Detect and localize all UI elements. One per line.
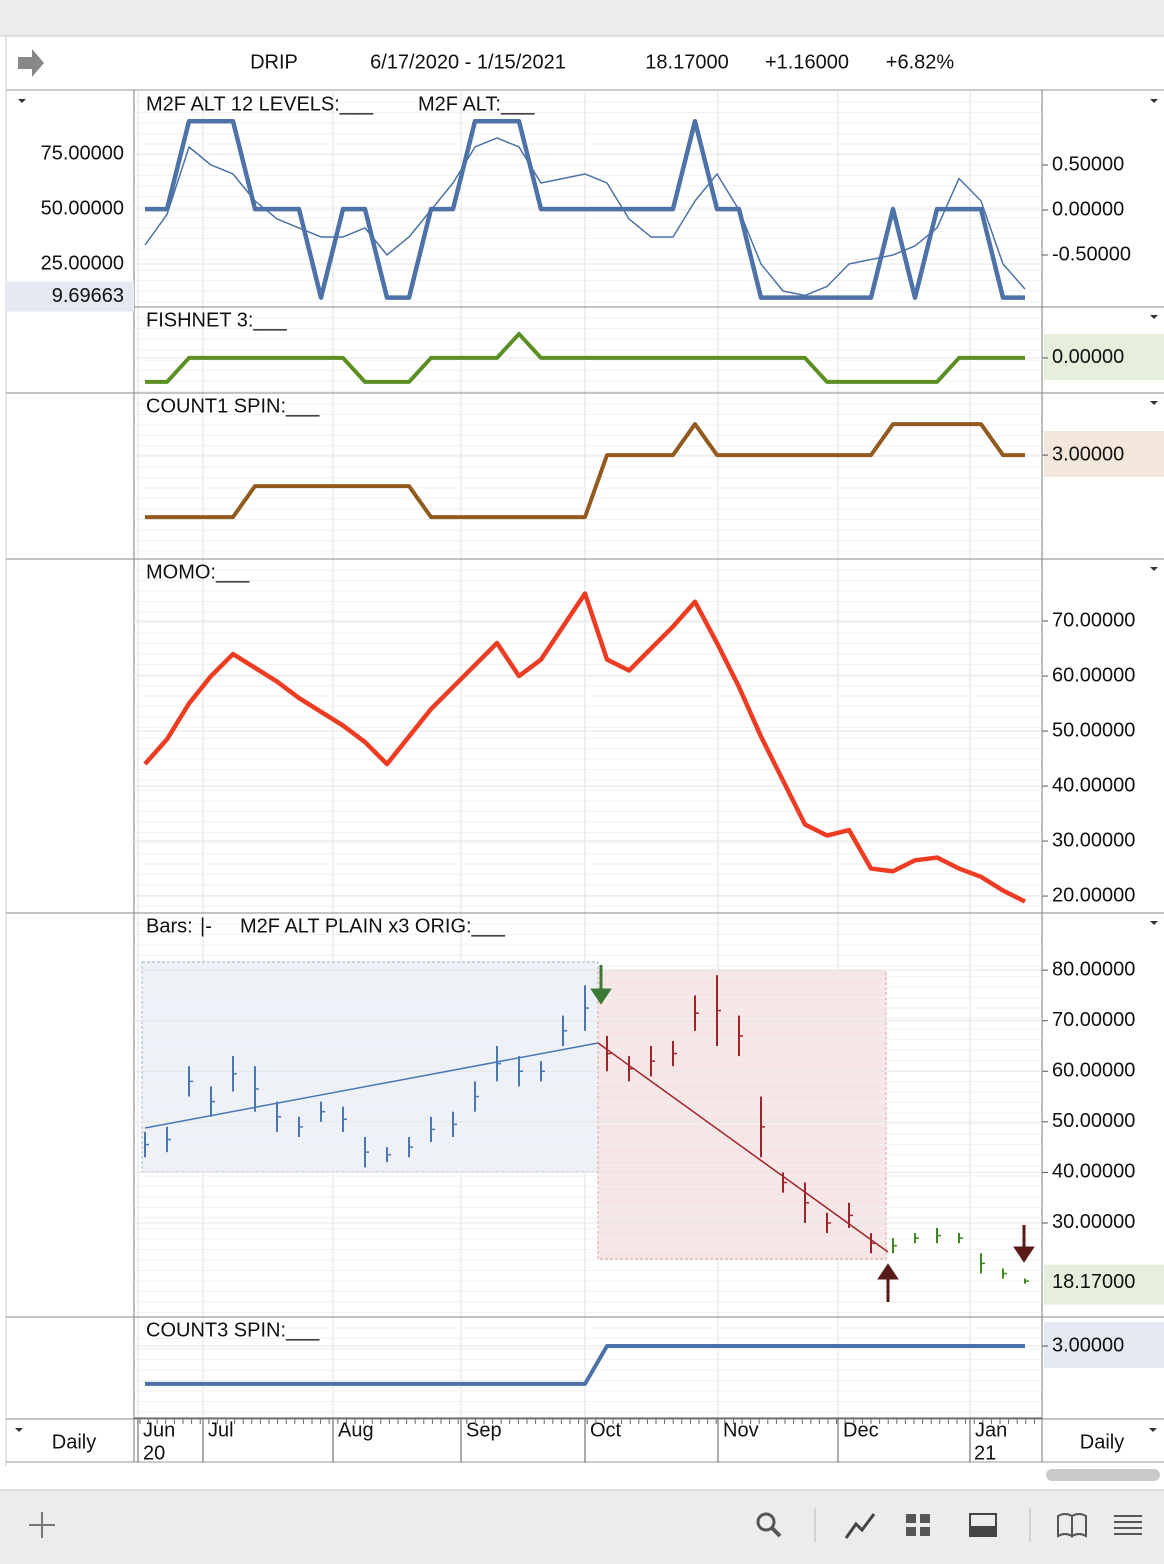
legend-entry: COUNT3 SPIN:___ bbox=[146, 1319, 320, 1341]
value-box bbox=[6, 281, 134, 312]
panel-menu bbox=[18, 99, 26, 103]
nav-arrow[interactable] bbox=[18, 49, 44, 77]
panel-menu bbox=[1150, 567, 1158, 571]
y-tick-label: 50.00000 bbox=[1052, 1110, 1135, 1132]
y-tick-label: 50.00000 bbox=[1052, 719, 1135, 741]
y-tick-label: 25.00000 bbox=[41, 252, 124, 274]
selection-box bbox=[141, 961, 599, 1173]
x-tick-label: Jun bbox=[143, 1419, 175, 1441]
signal-arrow bbox=[1013, 1225, 1035, 1263]
legend-entry: COUNT1 SPIN:___ bbox=[146, 395, 320, 417]
x-tick-label: Sep bbox=[466, 1419, 502, 1441]
symbol: DRIP bbox=[250, 51, 298, 73]
chart-type-button[interactable] bbox=[844, 1513, 876, 1539]
legend-entry: M2F ALT:___ bbox=[418, 93, 535, 115]
price-change: +1.16000 bbox=[765, 51, 849, 73]
y-tick-label: 70.00000 bbox=[1052, 1009, 1135, 1031]
last-price: 18.17000 bbox=[645, 51, 728, 73]
top-bar bbox=[0, 0, 1164, 36]
y-tick-label: 70.00000 bbox=[1052, 609, 1135, 631]
y-tick-label: 40.00000 bbox=[1052, 1161, 1135, 1183]
period-left[interactable]: Daily bbox=[52, 1431, 96, 1453]
trend-line bbox=[144, 1042, 599, 1129]
legend-entry: M2F ALT 12 LEVELS:___ bbox=[146, 93, 374, 115]
y-tick-label: 60.00000 bbox=[1052, 664, 1135, 686]
y2-tick-label: -0.50000 bbox=[1052, 243, 1131, 265]
period-right[interactable]: Daily bbox=[1080, 1431, 1124, 1453]
dropdown-right[interactable] bbox=[1149, 1428, 1157, 1432]
y-tick-label: 30.00000 bbox=[1052, 829, 1135, 851]
panel-title: Bars: bbox=[146, 915, 193, 937]
x-tick-label: Nov bbox=[723, 1419, 759, 1441]
signal-arrow bbox=[590, 965, 612, 1005]
value-box bbox=[1044, 1322, 1164, 1369]
series-line bbox=[145, 1344, 1025, 1386]
x-tick-label: Oct bbox=[590, 1419, 622, 1441]
panel-menu bbox=[1150, 99, 1158, 103]
series-line bbox=[143, 591, 1027, 904]
x-tick-label: Aug bbox=[338, 1419, 374, 1441]
search-button[interactable] bbox=[756, 1512, 782, 1538]
date-range: 6/17/2020 - 1/15/2021 bbox=[370, 51, 566, 73]
y-tick-label: 3.00000 bbox=[1052, 1334, 1124, 1356]
y-tick-label: 40.00000 bbox=[1052, 774, 1135, 796]
value-box bbox=[1044, 431, 1164, 478]
price-change-pct: +6.82% bbox=[886, 51, 955, 73]
y2-tick-label: 0.50000 bbox=[1052, 153, 1124, 175]
value-box bbox=[1044, 333, 1164, 380]
series-line bbox=[145, 118, 1025, 300]
legend-entry: MOMO:___ bbox=[146, 561, 250, 583]
y-tick-label: 80.00000 bbox=[1052, 958, 1135, 980]
y-tick-label: 0.00000 bbox=[1052, 346, 1124, 368]
dropdown-left[interactable] bbox=[15, 1428, 23, 1432]
book-button[interactable] bbox=[1057, 1513, 1087, 1538]
y2-tick-label: 0.00000 bbox=[1052, 198, 1124, 220]
y-tick-label: 30.00000 bbox=[1052, 1211, 1135, 1233]
x-tick-label: Jul bbox=[208, 1419, 234, 1441]
trend-line bbox=[597, 1042, 889, 1253]
menu-button[interactable] bbox=[1114, 1515, 1142, 1535]
y-tick-label: 20.00000 bbox=[1052, 884, 1135, 906]
layout-button[interactable] bbox=[906, 1514, 930, 1536]
panel-button[interactable] bbox=[969, 1513, 997, 1537]
last-price-label: 18.17000 bbox=[1052, 1271, 1135, 1293]
x-tick-label: Jan bbox=[975, 1419, 1007, 1441]
y-tick-label: 75.00000 bbox=[41, 142, 124, 164]
y-tick-label: 60.00000 bbox=[1052, 1060, 1135, 1082]
panel-menu bbox=[1150, 401, 1158, 405]
legend-entry: FISHNET 3:___ bbox=[146, 309, 288, 331]
panel-menu bbox=[1150, 921, 1158, 925]
y-tick-label: 3.00000 bbox=[1052, 443, 1124, 465]
study-label: M2F ALT PLAIN x3 ORIG:___ bbox=[240, 915, 506, 937]
y-tick-label: 50.00000 bbox=[41, 197, 124, 219]
value-box bbox=[1044, 1264, 1164, 1305]
series-line bbox=[144, 137, 1026, 297]
selection-box bbox=[597, 969, 887, 1260]
year-label: 21 bbox=[974, 1442, 996, 1464]
add-button[interactable] bbox=[29, 1512, 55, 1538]
year-label: 20 bbox=[143, 1442, 165, 1464]
series-line bbox=[145, 422, 1025, 520]
x-tick-label: Dec bbox=[843, 1419, 879, 1441]
last-value-label: 9.69663 bbox=[52, 285, 124, 307]
panel-menu bbox=[1150, 315, 1158, 319]
bar-symbol: |- bbox=[200, 915, 212, 937]
signal-arrow bbox=[877, 1263, 899, 1302]
series-line bbox=[145, 331, 1025, 384]
scrollbar[interactable] bbox=[1046, 1469, 1160, 1481]
